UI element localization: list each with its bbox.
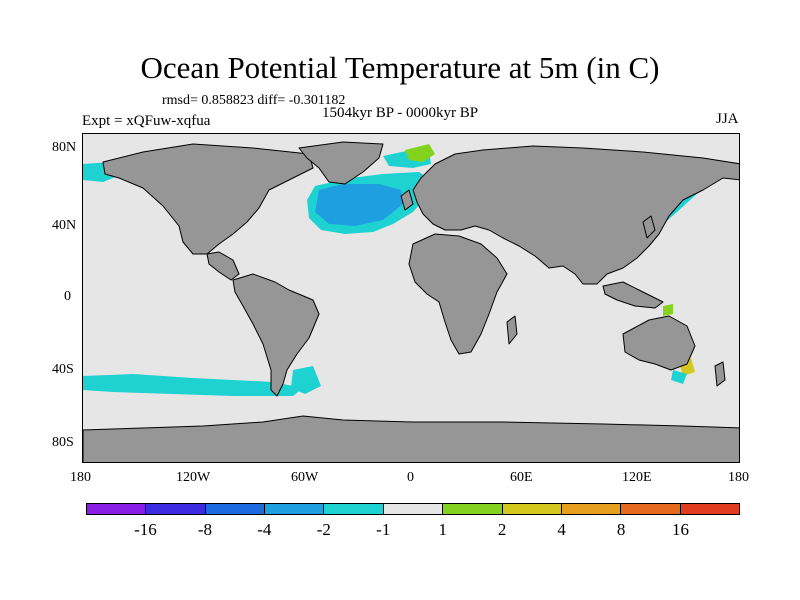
colorbar-label: 1	[438, 520, 447, 539]
south-america	[232, 273, 320, 397]
lat-label-80s: 80S	[52, 435, 74, 450]
eurasia	[412, 145, 739, 285]
experiment-label: Expt = xQFuw-xqfua	[82, 113, 211, 129]
colorbar-label: -1	[376, 520, 391, 539]
png-warming	[663, 304, 673, 316]
colorbar-segment	[265, 504, 325, 514]
barents-warming	[405, 144, 435, 162]
lon-label-180e: 180	[728, 470, 749, 485]
antarctica	[83, 415, 739, 462]
plot-title: Ocean Potential Temperature at 5m (in C)	[140, 50, 660, 85]
colorbar-label: 4	[557, 520, 566, 539]
colorbar-label: -4	[257, 520, 272, 539]
lon-label-120w: 120W	[176, 470, 211, 485]
colorbar-label: 16	[672, 520, 690, 539]
colorbar-segment	[146, 504, 206, 514]
lon-label-60e: 60E	[510, 470, 533, 485]
colorbar-label: -8	[197, 520, 212, 539]
falkland-cooling	[291, 366, 321, 394]
lat-label-40n: 40N	[52, 218, 77, 233]
greenland	[298, 141, 384, 185]
colorbar-segment	[443, 504, 503, 514]
land	[83, 141, 739, 462]
africa	[408, 233, 508, 355]
colorbar-label: 2	[497, 520, 507, 539]
japan	[642, 215, 656, 239]
period-label: 1504kyr BP - 0000kyr BP	[322, 105, 479, 121]
world-map	[83, 134, 739, 462]
colorbar-segment	[621, 504, 681, 514]
madagascar	[506, 315, 518, 345]
colorbar	[86, 503, 740, 515]
colorbar-segment	[205, 504, 266, 514]
australia	[622, 315, 696, 371]
southeast-asia-islands	[602, 281, 664, 309]
colorbar-segment	[383, 504, 444, 514]
lat-label-80n: 80N	[52, 140, 77, 155]
colorbar-segment	[502, 504, 562, 514]
colorbar-segment	[324, 504, 384, 514]
aus-cooling	[671, 370, 687, 384]
colorbar-segment	[561, 504, 622, 514]
season-label: JJA	[716, 111, 739, 127]
colorbar-label: -2	[316, 520, 331, 539]
colorbar-label: -16	[134, 520, 157, 539]
colorbar-label: 8	[616, 520, 626, 539]
lat-label-40s: 40S	[52, 362, 74, 377]
lon-label-120e: 120E	[622, 470, 652, 485]
colorbar-segment	[87, 504, 147, 514]
lat-label-0: 0	[64, 289, 71, 304]
lon-label-60w: 60W	[291, 470, 319, 485]
lon-label-0: 0	[407, 470, 414, 485]
uk	[400, 189, 414, 211]
lon-label-180w: 180	[70, 470, 91, 485]
southern-ocean-cooling	[83, 374, 303, 396]
stats-label: rmsd= 0.858823 diff= -0.301182	[162, 93, 346, 108]
map-panel	[82, 133, 740, 463]
new-zealand	[714, 361, 726, 387]
north-america	[102, 143, 314, 255]
central-america	[206, 251, 240, 281]
north-atlantic-strong-cooling	[315, 184, 403, 226]
colorbar-segment	[680, 504, 739, 514]
